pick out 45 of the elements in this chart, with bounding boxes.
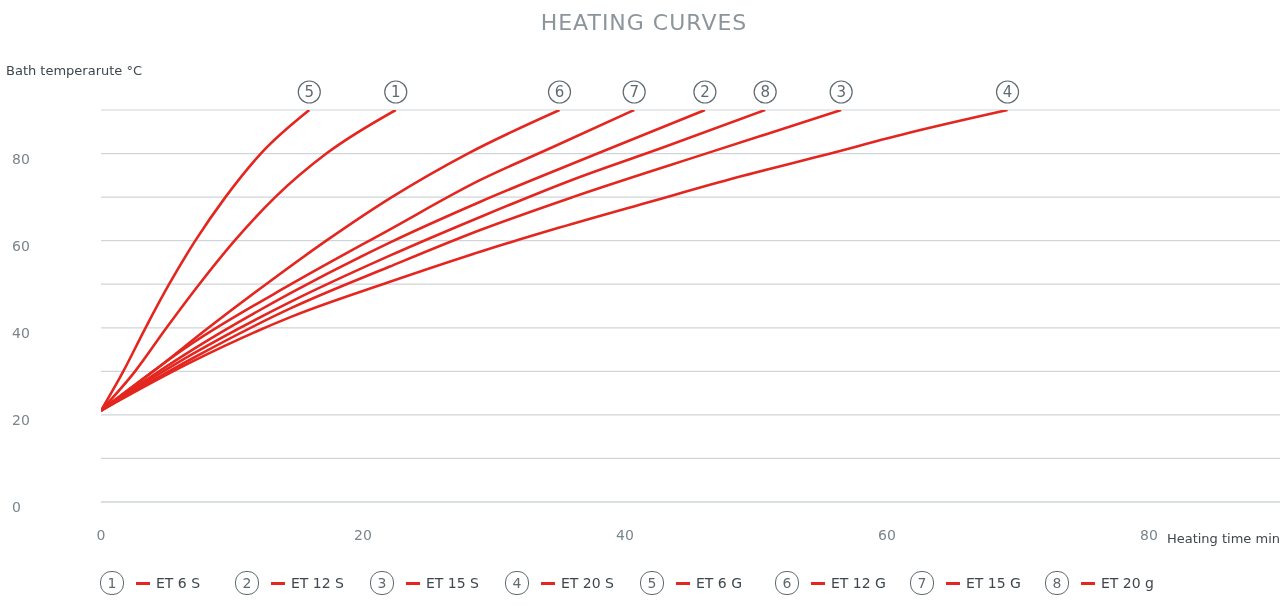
text: 4 [512,575,522,591]
circled-number: 2 [693,80,717,104]
circled-number: 5 [297,80,321,104]
x-tick-label: 0 [96,527,106,543]
annotation: 7 [629,83,639,101]
circled-number: 7 [622,80,646,104]
x-tick-label: 60 [878,527,896,543]
y-axis-title: Bath temperarute °C [6,63,143,78]
text: 1 [107,575,117,591]
y-tick-label: 80 [12,150,30,167]
legend-label: ET 15 S [426,575,479,591]
y-tick-label: 40 [12,324,30,341]
x-tick-label: 40 [616,527,634,543]
text: 7 [917,575,927,591]
circled-number: 6 [547,80,572,104]
text: 6 [782,575,792,591]
annotation: 5 [304,83,315,101]
circled-number: 4 [995,80,1020,104]
annotation: 4 [1002,83,1013,101]
y-tick-label: 60 [12,237,30,254]
y-tick-label: 20 [12,411,30,428]
legend-label: ET 20 g [1101,575,1154,591]
legend-label: ET 6 S [156,575,201,591]
x-tick-label: 20 [354,527,372,543]
text: 5 [647,575,657,591]
chart-title: HEATING CURVES [539,10,749,35]
text: 8 [1052,575,1062,591]
x-tick-label: 80 [1140,527,1158,543]
legend-label: ET 15 G [966,575,1021,591]
text: 3 [377,575,387,591]
annotation: 1 [390,83,401,101]
x-axis-title: Heating time min [1162,531,1280,546]
annotation: 2 [700,83,710,101]
annotation: 8 [760,83,770,101]
circled-number: 8 [753,80,777,104]
y-tick-label: 0 [12,499,21,515]
annotation: 6 [554,83,565,101]
legend-label: ET 12 S [291,575,344,591]
legend-label: ET 20 S [561,575,614,591]
annotation: 3 [836,83,846,101]
circled-number: 1 [384,80,408,104]
legend-label: ET 12 G [831,575,886,591]
legend-label: ET 6 G [696,575,743,591]
circled-number: 3 [829,80,853,104]
text: 2 [242,575,252,591]
